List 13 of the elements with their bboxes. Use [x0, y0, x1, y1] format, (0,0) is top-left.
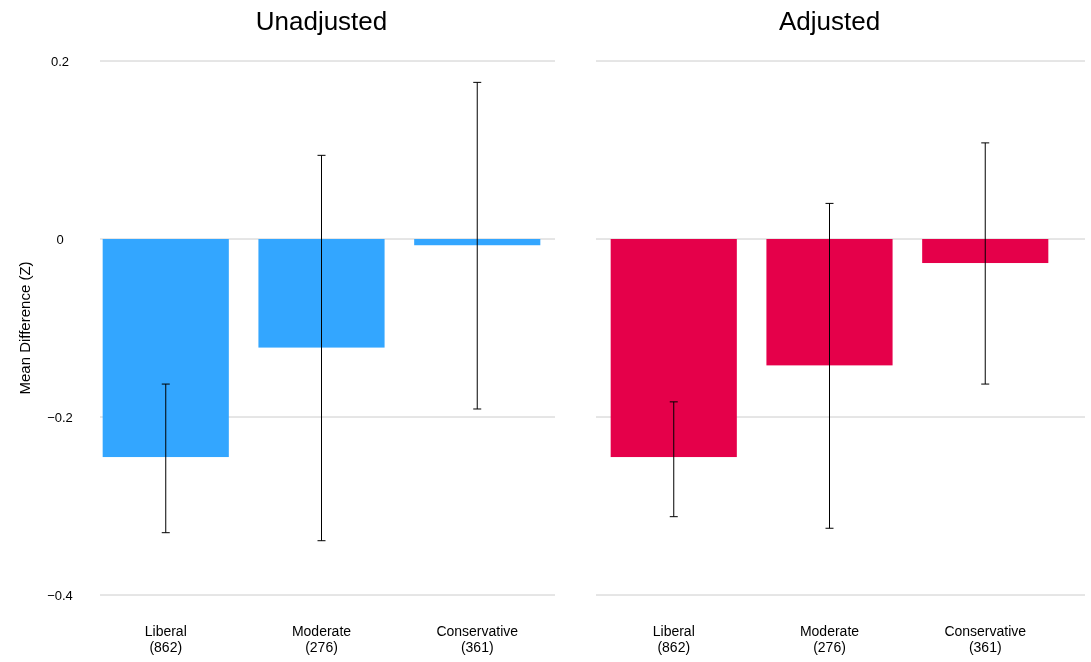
x-tick-label: Moderate (276): [799, 623, 860, 655]
y-tick-label: −0.4: [47, 587, 73, 603]
x-tick-label: Conservative (361): [944, 623, 1027, 655]
y-axis-title: Mean Difference (Z): [16, 261, 33, 395]
x-tick-label: Conservative (361): [436, 623, 519, 655]
x-tick-label: Moderate (276): [291, 623, 352, 655]
chart-title: Unadjusted: [255, 6, 388, 36]
x-tick-label: Liberal (862): [144, 623, 187, 655]
chart-title: Adjusted: [778, 6, 881, 36]
y-tick-label: 0: [56, 231, 64, 247]
x-tick-label: Liberal (862): [652, 623, 695, 655]
y-tick-label: −0.2: [47, 409, 73, 425]
y-tick-label: 0.2: [50, 53, 70, 69]
